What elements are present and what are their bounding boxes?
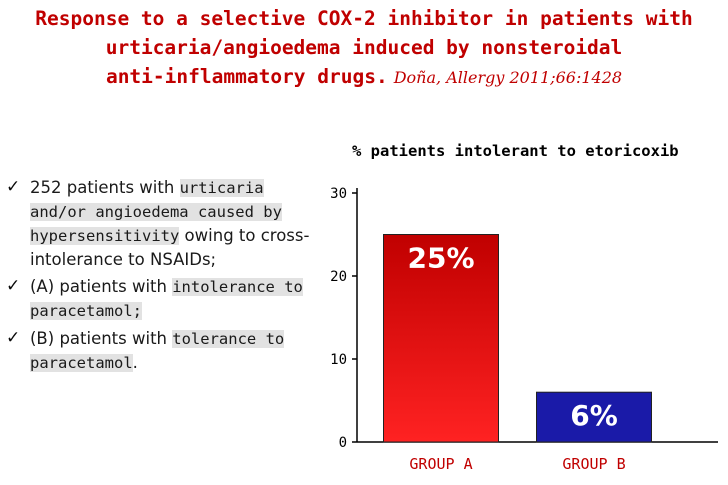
- bar-group-a: [383, 234, 499, 443]
- bullet-text: (B) patients with: [30, 329, 173, 348]
- slide-title: Response to a selective COX-2 inhibitor …: [0, 4, 728, 92]
- chart-title: % patients intolerant to etoricoxib: [352, 142, 679, 160]
- bar-group-b: [536, 391, 652, 443]
- title-line-3: anti-inflammatory drugs. Doña, Allergy 20…: [0, 62, 728, 92]
- y-tick-label: 30: [330, 186, 347, 202]
- bullet-text: (A) patients with: [30, 277, 173, 296]
- checkmark-icon: ✓: [6, 177, 21, 197]
- y-tick-label: 10: [330, 352, 347, 368]
- y-tick-label: 0: [339, 435, 347, 451]
- citation: Doña, Allergy 2011;66:1428: [393, 68, 623, 87]
- category-label: GROUP B: [562, 455, 625, 473]
- bullet-item: ✓ (A) patients with intolerance to parace…: [6, 275, 311, 323]
- bullet-item: ✓ 252 patients with urticaria and/or angi…: [6, 176, 311, 271]
- bullet-text-after: owing to cross-intolerance to NSAIDs;: [30, 226, 310, 269]
- checkmark-icon: ✓: [6, 328, 21, 348]
- bullet-item: ✓ (B) patients with tolerance to paraceta…: [6, 327, 311, 375]
- bullet-text: 252 patients with: [30, 178, 180, 197]
- title-line-1: Response to a selective COX-2 inhibitor …: [35, 7, 693, 30]
- data-label: 25%: [407, 242, 474, 275]
- category-label: GROUP A: [409, 455, 472, 473]
- data-label: 6%: [570, 399, 618, 432]
- checkmark-icon: ✓: [6, 276, 21, 296]
- title-line-2: urticaria/angioedema induced by nonstero…: [105, 36, 623, 59]
- title-line-3-text: anti-inflammatory drugs.: [105, 65, 388, 88]
- y-tick-label: 20: [330, 269, 347, 285]
- bullet-list: ✓ 252 patients with urticaria and/or angi…: [6, 176, 311, 379]
- bullet-text-after: .: [132, 353, 138, 372]
